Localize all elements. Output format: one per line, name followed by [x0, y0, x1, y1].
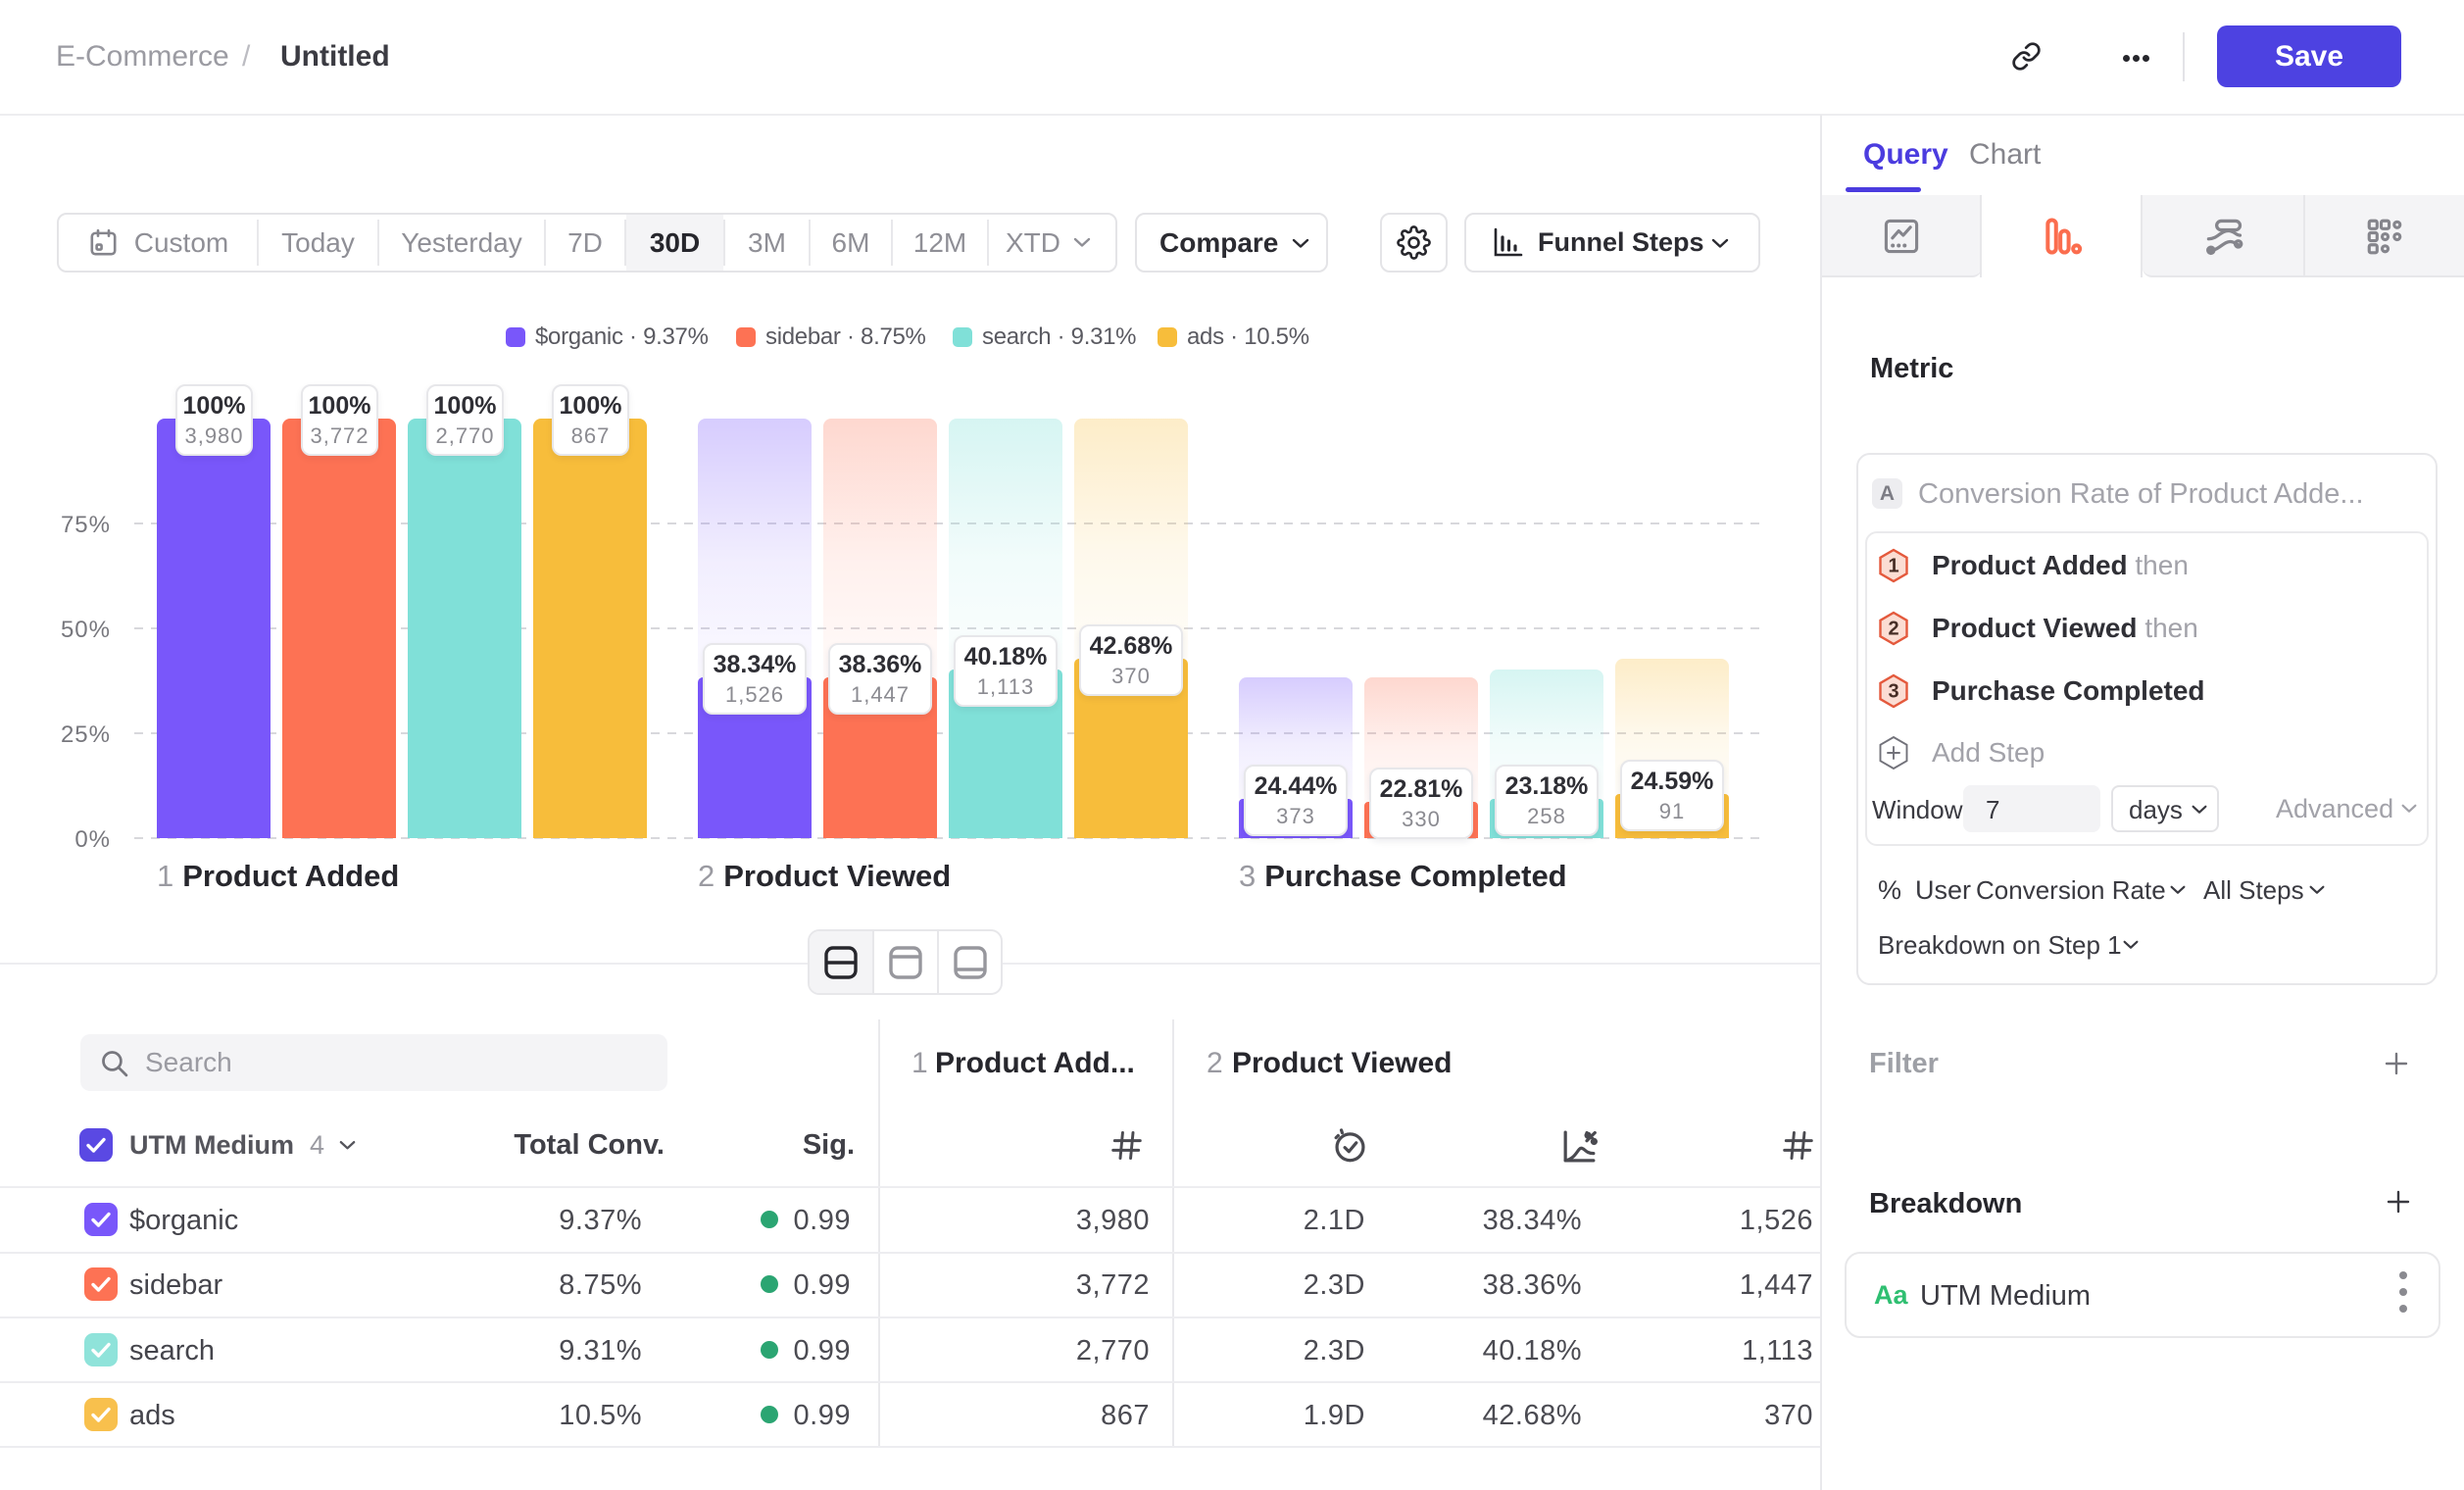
svg-text:3: 3 — [1888, 681, 1898, 703]
svg-text:1: 1 — [1888, 556, 1898, 577]
svg-text:2: 2 — [1888, 619, 1898, 640]
